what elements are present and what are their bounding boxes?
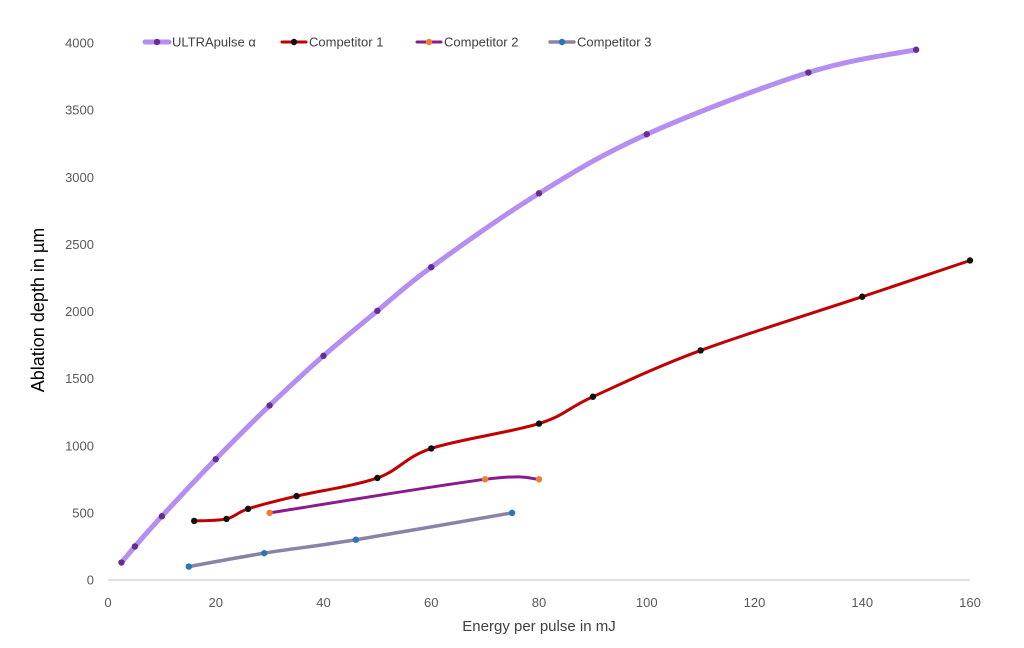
y-axis-title: Ablation depth in µm xyxy=(28,228,48,392)
data-point xyxy=(697,347,704,354)
y-tick-label: 1500 xyxy=(65,371,94,386)
x-tick-label: 0 xyxy=(104,595,111,610)
data-point xyxy=(535,476,543,483)
x-tick-label: 80 xyxy=(532,595,546,610)
series-line xyxy=(118,47,919,566)
data-point xyxy=(481,476,489,483)
legend-item: Competitor 1 xyxy=(280,35,383,50)
data-point xyxy=(535,190,543,197)
y-tick-label: 1000 xyxy=(65,438,94,453)
y-tick-labels: 0 500 1000 1500 2000 2500 3000 3500 4000 xyxy=(65,36,94,588)
data-point xyxy=(912,46,920,53)
x-tick-label: 20 xyxy=(209,595,223,610)
series-line xyxy=(187,511,514,569)
data-point xyxy=(859,293,866,300)
y-tick-label: 2500 xyxy=(65,237,94,252)
legend-item: Competitor 3 xyxy=(548,35,651,50)
series xyxy=(118,46,974,570)
legend-swatch-marker xyxy=(425,38,433,46)
data-point xyxy=(212,455,219,463)
legend-swatch-marker xyxy=(558,38,566,46)
data-point xyxy=(118,559,125,566)
data-point xyxy=(374,474,381,482)
data-point xyxy=(374,307,381,315)
x-tick-label: 120 xyxy=(744,595,766,610)
y-tick-label: 3000 xyxy=(65,170,94,185)
data-point xyxy=(352,536,360,543)
legend-swatch-marker xyxy=(153,38,161,46)
data-point xyxy=(428,445,435,452)
data-point xyxy=(266,509,273,517)
y-tick-label: 0 xyxy=(87,573,94,588)
data-point xyxy=(191,517,198,525)
legend-label: ULTRApulse α xyxy=(172,35,256,50)
data-point xyxy=(261,549,268,557)
data-point xyxy=(535,420,543,427)
legend-label: Competitor 2 xyxy=(444,35,518,50)
data-point xyxy=(643,131,650,138)
data-point xyxy=(244,505,252,513)
legend-swatch-marker xyxy=(290,38,298,46)
series-group xyxy=(118,46,920,566)
y-tick-label: 500 xyxy=(72,505,94,520)
data-point xyxy=(805,69,812,76)
legend-label: Competitor 1 xyxy=(309,35,383,50)
legend-item: ULTRApulse α xyxy=(142,35,256,50)
series-group xyxy=(185,509,516,570)
legend-item: Competitor 2 xyxy=(415,35,518,50)
series-group xyxy=(191,257,974,525)
series-group xyxy=(266,475,543,517)
data-point xyxy=(508,509,516,517)
data-point xyxy=(966,257,974,264)
data-point xyxy=(428,263,435,271)
data-point xyxy=(185,563,193,570)
data-point xyxy=(266,402,273,409)
data-point xyxy=(158,513,166,520)
x-tick-label: 60 xyxy=(424,595,438,610)
x-axis-title: Energy per pulse in mJ xyxy=(462,618,615,635)
series-line xyxy=(192,258,972,523)
y-tick-label: 3500 xyxy=(65,103,94,118)
data-point xyxy=(320,352,327,360)
data-point xyxy=(293,492,300,500)
x-tick-label: 100 xyxy=(636,595,658,610)
data-point xyxy=(131,543,139,550)
x-tick-label: 40 xyxy=(316,595,330,610)
x-tick-labels: 0 20 40 60 80 100 120 140 160 xyxy=(104,595,980,610)
x-tick-label: 140 xyxy=(851,595,873,610)
x-tick-label: 160 xyxy=(959,595,981,610)
legend: ULTRApulse α Competitor 1 Competitor 2 Comp… xyxy=(142,35,651,50)
data-point xyxy=(223,515,230,523)
y-tick-label: 2000 xyxy=(65,304,94,319)
y-tick-label: 4000 xyxy=(65,36,94,51)
series-line xyxy=(268,475,541,515)
data-point xyxy=(589,393,597,400)
legend-label: Competitor 3 xyxy=(577,35,651,50)
